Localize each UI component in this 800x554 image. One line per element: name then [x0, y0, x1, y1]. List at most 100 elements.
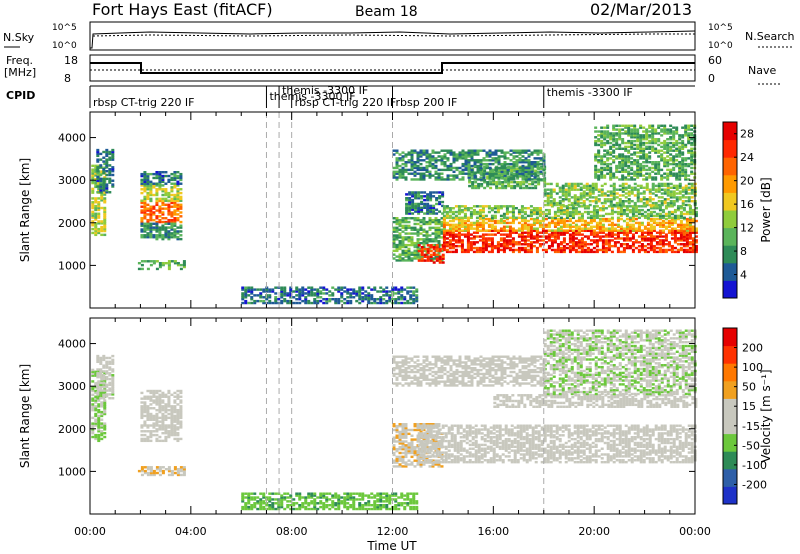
range-gate-cell: [423, 212, 427, 215]
range-gate-cell: [648, 151, 652, 154]
range-gate-cell: [470, 168, 474, 172]
range-gate-cell: [528, 182, 532, 186]
range-gate-cell: [149, 209, 153, 212]
range-gate-cell: [446, 151, 450, 154]
range-gate-cell: [691, 243, 695, 246]
range-gate-cell: [609, 136, 613, 139]
range-gate-cell: [94, 397, 98, 400]
range-gate-cell: [454, 235, 458, 238]
range-gate-cell: [108, 181, 112, 184]
range-gate-cell: [518, 166, 522, 170]
range-gate-cell: [497, 166, 501, 170]
range-gate-cell: [416, 255, 420, 258]
range-gate-cell: [652, 237, 656, 240]
range-gate-cell: [630, 168, 634, 172]
range-gate-cell: [419, 151, 423, 154]
range-gate-cell: [472, 205, 476, 208]
range-gate-cell: [568, 223, 572, 227]
range-gate-cell: [588, 203, 592, 207]
range-gate-cell: [173, 220, 177, 224]
range-gate-cell: [507, 175, 511, 178]
range-gate-cell: [681, 143, 685, 147]
range-gate-cell: [646, 250, 650, 254]
range-gate-cell: [349, 301, 353, 305]
range-gate-cell: [99, 177, 103, 181]
range-gate-cell: [639, 199, 643, 203]
range-gate-cell: [99, 191, 103, 194]
range-gate-cell: [670, 233, 674, 236]
range-gate-cell: [521, 168, 525, 172]
range-gate-cell: [643, 235, 647, 238]
range-gate-cell: [475, 227, 479, 230]
range-gate-cell: [416, 228, 420, 231]
range-gate-cell: [526, 219, 530, 223]
range-gate-cell: [508, 235, 512, 238]
range-gate-cell: [265, 290, 269, 293]
range-gate-cell: [167, 203, 171, 207]
range-gate-cell: [615, 141, 619, 145]
range-gate-cell: [549, 182, 553, 186]
range-gate-cell: [675, 172, 679, 175]
range-gate-cell: [289, 294, 293, 297]
range-gate-cell: [574, 219, 578, 223]
range-gate-cell: [661, 219, 665, 223]
range-gate-cell: [667, 214, 671, 218]
range-gate-cell: [679, 239, 683, 242]
range-gate-cell: [625, 208, 629, 212]
range-gate-cell: [250, 288, 254, 291]
range-gate-cell: [152, 172, 156, 176]
range-gate-cell: [103, 176, 107, 179]
range-gate-cell: [619, 208, 623, 212]
range-gate-cell: [688, 210, 692, 214]
range-gate-cell: [619, 250, 623, 254]
range-gate-cell: [490, 237, 494, 240]
range-gate-cell: [337, 299, 341, 303]
range-gate-cell: [96, 356, 100, 360]
range-gate-cell: [561, 203, 565, 207]
range-gate-cell: [510, 184, 514, 188]
range-gate-cell: [594, 168, 598, 172]
range-gate-cell: [441, 257, 445, 260]
range-gate-cell: [152, 395, 156, 398]
range-gate-cell: [176, 180, 180, 184]
range-gate-cell: [143, 222, 147, 225]
range-gate-cell: [615, 166, 619, 170]
range-gate-cell: [503, 151, 507, 154]
range-gate-cell: [398, 241, 402, 245]
range-gate-cell: [96, 166, 100, 169]
range-gate-cell: [586, 207, 590, 210]
range-gate-cell: [649, 217, 653, 221]
range-gate-cell: [469, 225, 473, 228]
range-gate-cell: [648, 130, 652, 133]
range-gate-cell: [630, 145, 634, 149]
range-gate-cell: [451, 239, 455, 242]
range-gate-cell: [468, 181, 472, 184]
range-gate-cell: [691, 237, 695, 240]
range-gate-cell: [598, 225, 602, 228]
range-gate-cell: [645, 186, 649, 189]
range-gate-cell: [469, 221, 473, 225]
range-gate-cell: [642, 190, 646, 193]
range-gate-cell: [684, 132, 688, 135]
range-gate-cell: [682, 233, 686, 236]
range-gate-cell: [173, 176, 177, 180]
range-gate-cell: [94, 401, 98, 404]
range-gate-cell: [176, 207, 180, 210]
range-gate-cell: [612, 134, 616, 137]
range-gate-cell: [687, 136, 691, 139]
range-gate-cell: [370, 294, 374, 297]
range-gate-cell: [643, 214, 647, 218]
range-gate-cell: [660, 201, 664, 205]
range-gate-cell: [520, 214, 524, 218]
range-gate-cell: [417, 206, 421, 210]
range-gate-cell: [463, 208, 467, 212]
range-gate-cell: [398, 218, 402, 222]
range-gate-cell: [685, 229, 689, 232]
range-gate-cell: [155, 172, 159, 176]
range-gate-cell: [382, 297, 386, 301]
range-gate-cell: [595, 210, 599, 214]
range-gate-cell: [429, 206, 433, 210]
range-gate-cell: [461, 172, 465, 175]
range-gate-cell: [603, 194, 607, 197]
range-gate-cell: [170, 176, 174, 180]
